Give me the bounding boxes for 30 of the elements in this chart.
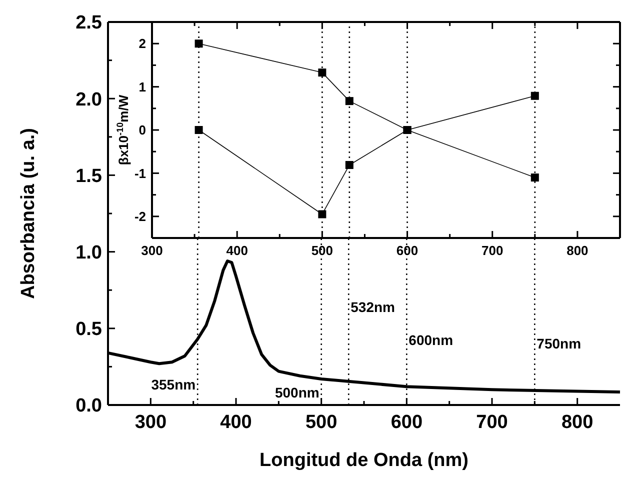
x-tick-label: 600 (396, 243, 418, 258)
x-tick-label: 800 (561, 412, 594, 433)
y-tick-label: 1 (138, 79, 146, 94)
x-tick-label: 400 (220, 412, 252, 433)
y-tick-label: 0.5 (76, 319, 102, 340)
ref-line-label: 500nm (274, 384, 320, 400)
y-tick-label: -1 (134, 166, 146, 181)
y-tick-label: -2 (134, 208, 146, 224)
x-tick-label: 300 (141, 243, 163, 258)
x-tick-label: 300 (134, 412, 167, 433)
x-axis-title: Longitud de Onda (nm) (260, 450, 468, 471)
ref-line-label: 750nm (536, 336, 582, 352)
x-tick-label: 600 (390, 412, 423, 433)
x-tick-label: 700 (476, 412, 508, 433)
y-tick-label: 2.5 (76, 12, 102, 34)
ref-line-label: 600nm (408, 332, 454, 348)
ref-line-label: 532nm (350, 298, 395, 315)
y-tick-label: 0.0 (76, 396, 102, 417)
x-tick-label: 800 (566, 243, 588, 258)
x-tick-label: 500 (311, 243, 334, 258)
y-tick-label: 1.5 (76, 166, 102, 187)
x-tick-label: 500 (305, 412, 338, 433)
y-tick-label: 2 (138, 36, 146, 52)
y-tick-label: 2.0 (76, 89, 102, 110)
y-tick-label: 0 (138, 122, 146, 138)
y-axis-title: Absorbancia (u. a.) (18, 128, 39, 300)
x-tick-label: 400 (226, 243, 248, 258)
x-tick-label: 700 (482, 243, 504, 258)
ref-line-label: 355nm (151, 376, 196, 393)
y-tick-label: 1.0 (76, 242, 102, 264)
